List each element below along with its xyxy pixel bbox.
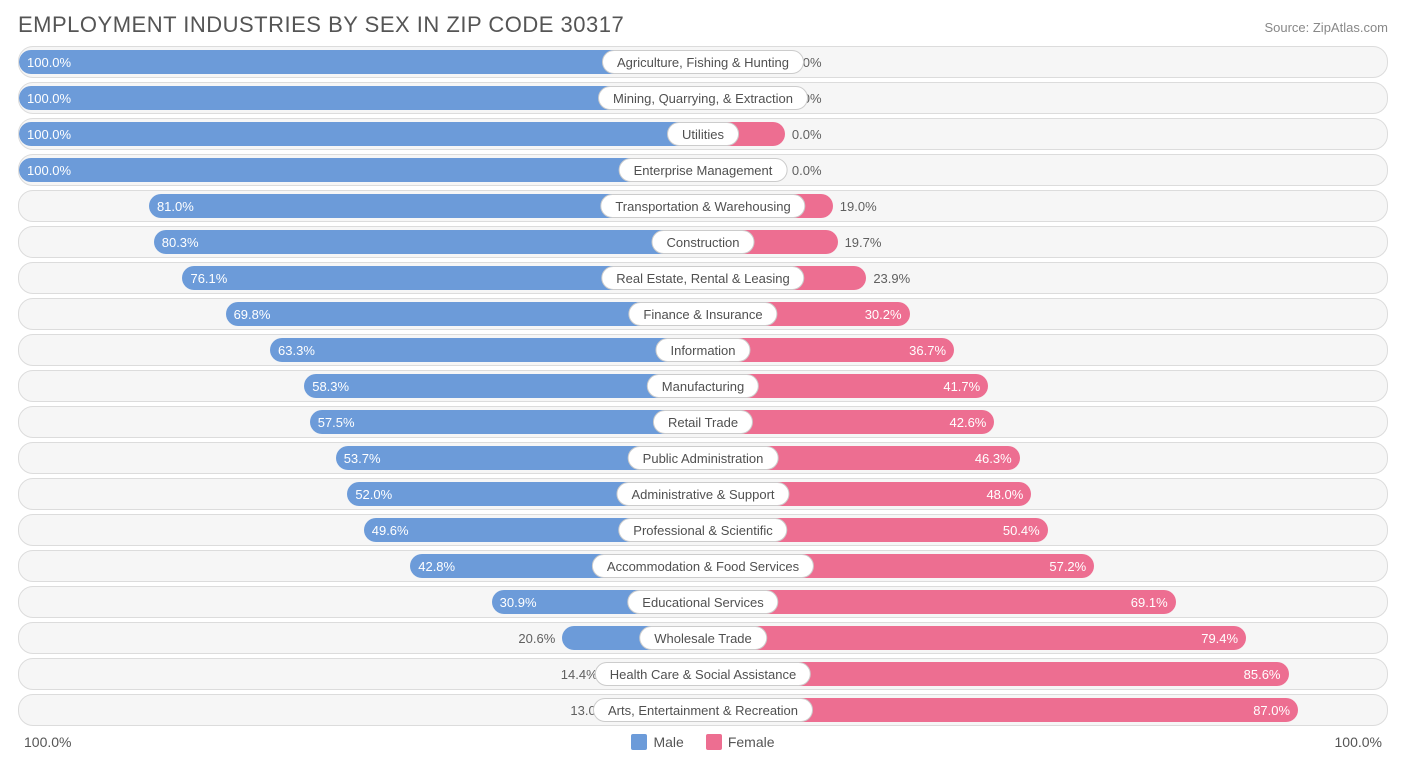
chart-header: EMPLOYMENT INDUSTRIES BY SEX IN ZIP CODE… [18, 12, 1388, 38]
chart-row: 57.5% 42.6% Retail Trade [18, 406, 1388, 438]
chart-row: 63.3% 36.7% Information [18, 334, 1388, 366]
category-label: Manufacturing [647, 374, 759, 398]
chart-row: 52.0% 48.0% Administrative & Support [18, 478, 1388, 510]
axis-label-right: 100.0% [1335, 734, 1382, 750]
bar-male: 100.0% [19, 122, 703, 146]
bar-male: 80.3% [154, 230, 703, 254]
chart-row: 58.3% 41.7% Manufacturing [18, 370, 1388, 402]
swatch-male [631, 734, 647, 750]
chart-row: 0.0%100.0%Agriculture, Fishing & Hunting [18, 46, 1388, 78]
axis-label-left: 100.0% [24, 734, 71, 750]
legend-label-female: Female [728, 734, 775, 750]
female-pct-label: 19.0% [840, 191, 877, 221]
bar-female: 79.4% [703, 626, 1246, 650]
category-label: Administrative & Support [616, 482, 789, 506]
category-label: Agriculture, Fishing & Hunting [602, 50, 804, 74]
chart-source: Source: ZipAtlas.com [1264, 20, 1388, 35]
male-pct-label: 58.3% [304, 379, 349, 394]
female-pct-label: 69.1% [1131, 595, 1176, 610]
chart-row: 69.8% 30.2% Finance & Insurance [18, 298, 1388, 330]
female-pct-label: 0.0% [792, 119, 822, 149]
chart-row: 53.7% 46.3% Public Administration [18, 442, 1388, 474]
male-pct-label: 100.0% [19, 163, 71, 178]
male-pct-label: 81.0% [149, 199, 194, 214]
chart-row: 42.8% 57.2% Accommodation & Food Services [18, 550, 1388, 582]
category-label: Information [655, 338, 750, 362]
category-label: Educational Services [627, 590, 778, 614]
chart-title: EMPLOYMENT INDUSTRIES BY SEX IN ZIP CODE… [18, 12, 624, 38]
chart-legend: 100.0% Male Female 100.0% [18, 734, 1388, 750]
female-pct-label: 23.9% [873, 263, 910, 293]
female-pct-label: 30.2% [865, 307, 910, 322]
male-pct-label: 30.9% [492, 595, 537, 610]
female-pct-label: 0.0% [792, 155, 822, 185]
bar-male: 100.0% [19, 50, 703, 74]
female-pct-label: 36.7% [909, 343, 954, 358]
male-pct-label: 49.6% [364, 523, 409, 538]
category-label: Public Administration [628, 446, 779, 470]
chart-row: 13.0%87.0%Arts, Entertainment & Recreati… [18, 694, 1388, 726]
male-pct-label: 14.4% [561, 659, 598, 689]
male-pct-label: 100.0% [19, 91, 71, 106]
female-pct-label: 50.4% [1003, 523, 1048, 538]
male-pct-label: 63.3% [270, 343, 315, 358]
female-pct-label: 57.2% [1049, 559, 1094, 574]
chart-container: EMPLOYMENT INDUSTRIES BY SEX IN ZIP CODE… [0, 0, 1406, 762]
category-label: Wholesale Trade [639, 626, 767, 650]
category-label: Finance & Insurance [628, 302, 777, 326]
male-pct-label: 100.0% [19, 127, 71, 142]
category-label: Utilities [667, 122, 739, 146]
category-label: Enterprise Management [619, 158, 788, 182]
male-pct-label: 69.8% [226, 307, 271, 322]
legend-item-male: Male [631, 734, 683, 750]
chart-row: 49.6% 50.4% Professional & Scientific [18, 514, 1388, 546]
category-label: Construction [652, 230, 755, 254]
category-label: Transportation & Warehousing [600, 194, 805, 218]
category-label: Mining, Quarrying, & Extraction [598, 86, 808, 110]
female-pct-label: 48.0% [986, 487, 1031, 502]
bar-male: 63.3% [270, 338, 703, 362]
chart-row: 20.6% 79.4% Wholesale Trade [18, 622, 1388, 654]
chart-row: 0.0%100.0%Mining, Quarrying, & Extractio… [18, 82, 1388, 114]
male-pct-label: 53.7% [336, 451, 381, 466]
female-pct-label: 87.0% [1253, 703, 1298, 718]
category-label: Health Care & Social Assistance [595, 662, 811, 686]
female-pct-label: 19.7% [845, 227, 882, 257]
chart-row: 23.9% 76.1% Real Estate, Rental & Leasing [18, 262, 1388, 294]
female-pct-label: 42.6% [950, 415, 995, 430]
category-label: Arts, Entertainment & Recreation [593, 698, 813, 722]
chart-row: 19.0% 81.0% Transportation & Warehousing [18, 190, 1388, 222]
chart-row: 30.9% 69.1% Educational Services [18, 586, 1388, 618]
swatch-female [706, 734, 722, 750]
male-pct-label: 20.6% [518, 623, 555, 653]
chart-row: 19.7% 80.3% Construction [18, 226, 1388, 258]
male-pct-label: 42.8% [410, 559, 455, 574]
bar-male: 58.3% [304, 374, 703, 398]
male-pct-label: 52.0% [347, 487, 392, 502]
legend-label-male: Male [653, 734, 683, 750]
bar-male: 57.5% [310, 410, 703, 434]
female-pct-label: 46.3% [975, 451, 1020, 466]
male-pct-label: 100.0% [19, 55, 71, 70]
male-pct-label: 80.3% [154, 235, 199, 250]
category-label: Real Estate, Rental & Leasing [601, 266, 804, 290]
chart-row: 14.4% 85.6% Health Care & Social Assistanc… [18, 658, 1388, 690]
female-pct-label: 79.4% [1201, 631, 1246, 646]
male-pct-label: 76.1% [182, 271, 227, 286]
female-pct-label: 41.7% [943, 379, 988, 394]
category-label: Professional & Scientific [618, 518, 787, 542]
chart-rows: 0.0% 100.0% Agriculture, Fishing & Hunting… [18, 46, 1388, 726]
chart-row: 0.0% 100.0% Enterprise Management [18, 154, 1388, 186]
female-pct-label: 85.6% [1244, 667, 1289, 682]
chart-row: 0.0% 100.0% Utilities [18, 118, 1388, 150]
bar-male: 100.0% [19, 158, 703, 182]
category-label: Accommodation & Food Services [592, 554, 814, 578]
male-pct-label: 57.5% [310, 415, 355, 430]
legend-item-female: Female [706, 734, 775, 750]
category-label: Retail Trade [653, 410, 753, 434]
